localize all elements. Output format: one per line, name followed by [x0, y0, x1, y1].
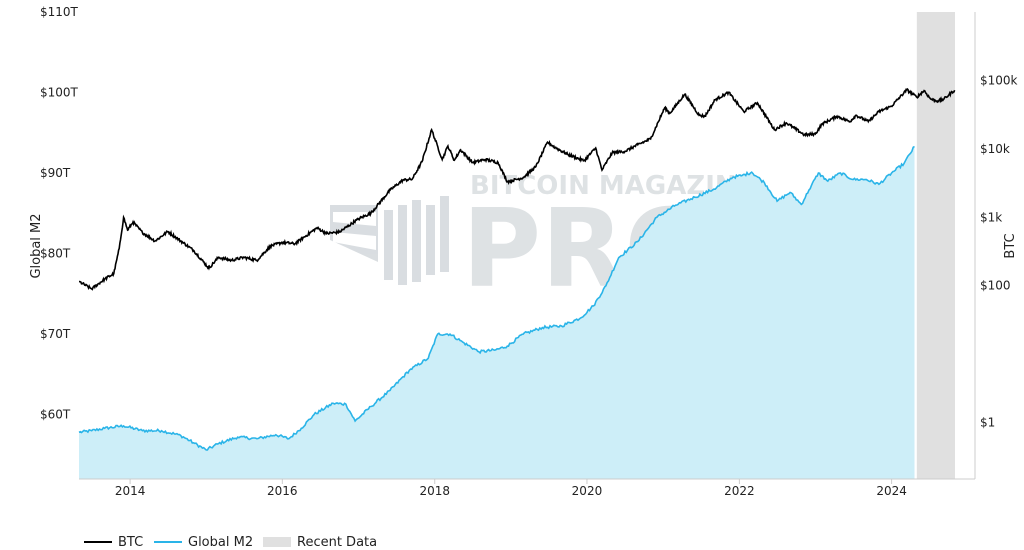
left-tick-label: $90T: [40, 166, 71, 180]
x-tick-label: 2024: [876, 484, 907, 498]
right-axis-title: BTC: [1003, 233, 1018, 258]
legend: BTC Global M2 Recent Data: [84, 535, 377, 550]
legend-label-recent-data: Recent Data: [297, 535, 377, 550]
right-tick-label: $1k: [980, 210, 1002, 224]
global-m2-area: [79, 146, 915, 479]
right-tick-label: $100k: [980, 73, 1018, 87]
bitcoin-magazine-logo-icon: [330, 196, 449, 285]
x-tick-label: 2020: [572, 484, 603, 498]
x-tick-label: 2014: [115, 484, 146, 498]
legend-item-recent-data[interactable]: Recent Data: [263, 535, 377, 550]
legend-label-btc: BTC: [118, 535, 143, 550]
left-tick-label: $70T: [40, 327, 71, 341]
left-tick-label: $100T: [40, 86, 79, 100]
left-axis-title: Global M2: [29, 213, 44, 278]
btc-line: [79, 87, 956, 291]
right-axis-ticks: $1 $100 $1k $10k $100k: [980, 73, 1018, 429]
right-tick-label: $100: [980, 279, 1011, 293]
x-tick-label: 2016: [267, 484, 298, 498]
legend-label-global-m2: Global M2: [188, 535, 253, 550]
right-tick-label: $10k: [980, 142, 1010, 156]
left-tick-label: $60T: [40, 408, 71, 422]
x-axis-ticks: 2014 2016 2018 2020 2022 2024: [115, 479, 907, 498]
left-axis-ticks: $60T $70T $80T $90T $100T $110T: [40, 5, 79, 422]
x-tick-label: 2018: [419, 484, 450, 498]
left-tick-label: $80T: [40, 247, 71, 261]
legend-swatch-recent-data: [263, 537, 291, 547]
x-tick-label: 2022: [724, 484, 755, 498]
recent-data-band: [916, 12, 955, 479]
right-tick-label: $1: [980, 416, 995, 430]
legend-item-global-m2[interactable]: Global M2: [154, 535, 253, 550]
legend-item-btc[interactable]: BTC: [84, 535, 143, 550]
global-m2-line: [78, 145, 915, 451]
left-tick-label: $110T: [40, 5, 79, 19]
